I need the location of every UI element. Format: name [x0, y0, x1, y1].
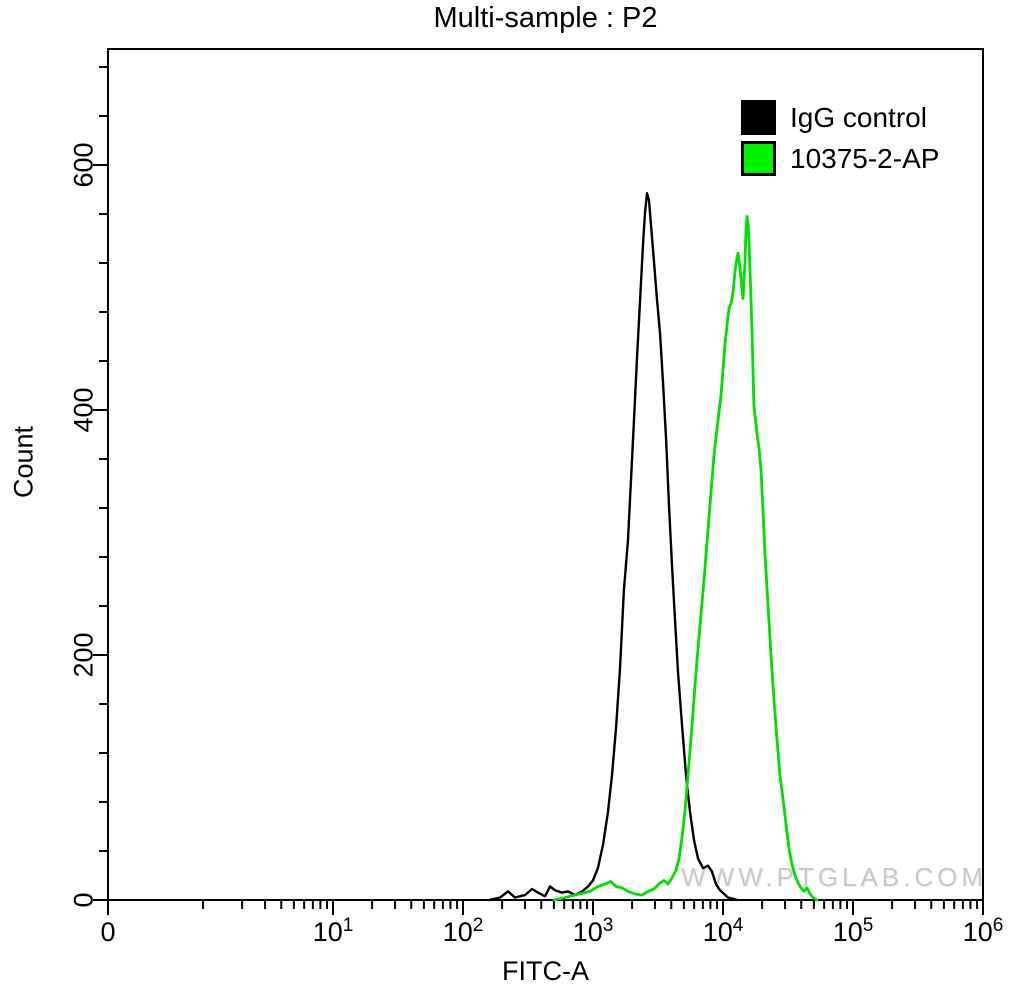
- histogram-curve-igg-control: [487, 192, 739, 902]
- x-tick-label: 105: [832, 915, 874, 947]
- watermark-text: WWW.PTGLAB.COM: [681, 862, 987, 892]
- y-tick-label: 200: [68, 632, 99, 678]
- legend-item-10375-2-ap: 10375-2-AP: [741, 141, 939, 176]
- x-axis-title: FITC-A: [502, 956, 589, 986]
- plot-border: [107, 48, 984, 901]
- antibody-swatch-icon: [741, 141, 776, 176]
- legend-label: 10375-2-AP: [790, 143, 940, 174]
- y-tick-label: 0: [68, 892, 99, 908]
- igg-control-swatch-icon: [741, 100, 776, 135]
- y-axis-title: Count: [8, 425, 39, 499]
- x-tick-label: 104: [702, 915, 744, 947]
- y-tick-label: 400: [68, 387, 99, 433]
- y-tick-label: 600: [68, 142, 99, 188]
- x-tick-label: 102: [442, 915, 484, 947]
- legend: IgG control 10375-2-AP: [741, 100, 939, 182]
- x-tick-label: 101: [312, 915, 354, 947]
- histogram-curve-antibody: [552, 215, 819, 902]
- x-tick-label: 0: [100, 917, 116, 947]
- legend-label: IgG control: [790, 102, 927, 133]
- x-tick-label: 103: [572, 915, 614, 947]
- legend-item-igg-control: IgG control: [741, 100, 939, 135]
- x-tick-label: 106: [962, 915, 1004, 947]
- chart-title: Multi-sample : P2: [433, 2, 658, 34]
